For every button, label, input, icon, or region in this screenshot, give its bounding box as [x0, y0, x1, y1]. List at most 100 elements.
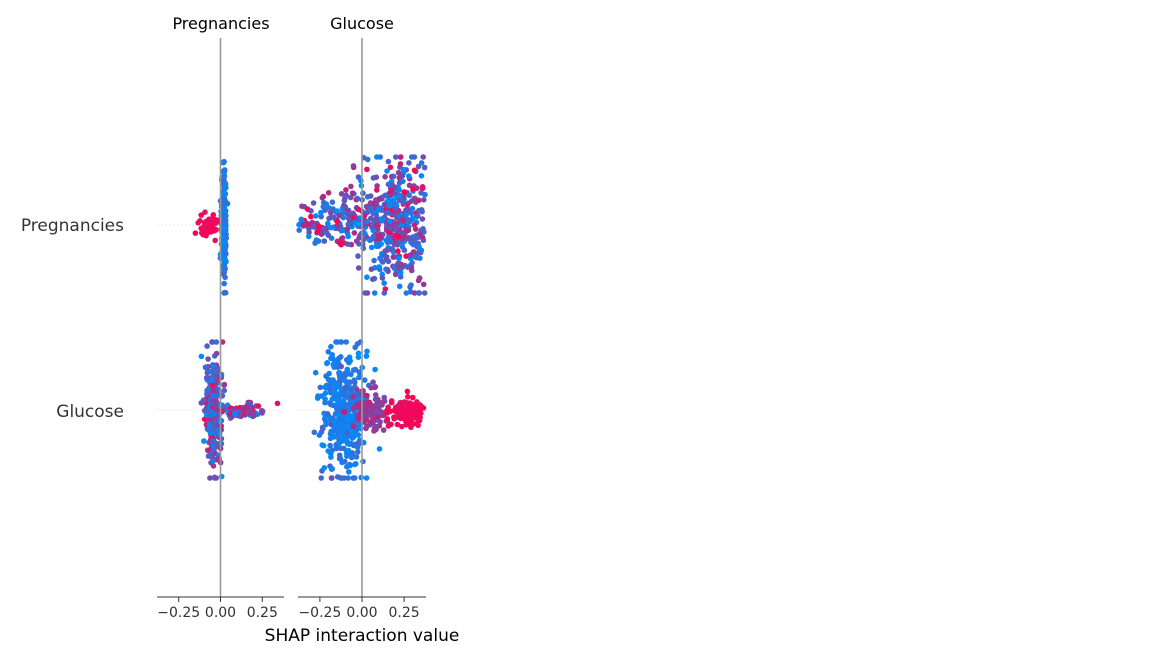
data-point-glucose-glucose — [356, 439, 362, 445]
data-point-glucose-glucose — [338, 339, 345, 345]
data-point-pregnancies-glucose — [364, 290, 371, 296]
data-point-pregnancies-glucose — [364, 166, 370, 173]
data-point-pregnancies-glucose — [386, 246, 392, 253]
data-point-pregnancies-glucose — [392, 271, 399, 278]
data-point-pregnancies-glucose — [315, 238, 322, 244]
data-point-pregnancies-glucose — [399, 173, 406, 179]
data-point-glucose-glucose — [340, 414, 347, 421]
data-point-pregnancies-glucose — [410, 186, 416, 192]
data-point-glucose-glucose — [344, 440, 351, 447]
data-point-pregnancies-glucose — [374, 183, 380, 189]
data-point-glucose-glucose — [323, 373, 329, 379]
data-point-glucose-pregnancies — [221, 381, 228, 388]
data-point-pregnancies-glucose — [411, 290, 418, 296]
data-point-pregnancies-glucose — [416, 197, 422, 204]
data-point-pregnancies-glucose — [347, 194, 354, 201]
data-point-glucose-glucose — [316, 432, 323, 438]
data-point-pregnancies-pregnancies — [220, 159, 227, 166]
data-point-glucose-glucose — [370, 379, 376, 386]
data-point-glucose-pregnancies — [213, 350, 220, 357]
data-point-glucose-pregnancies — [227, 411, 234, 417]
data-point-glucose-glucose — [329, 429, 335, 436]
column-title-glucose: Glucose — [330, 14, 394, 33]
data-point-pregnancies-glucose — [410, 234, 416, 240]
data-point-pregnancies-pregnancies — [220, 200, 226, 207]
data-point-glucose-pregnancies — [236, 413, 243, 419]
data-point-pregnancies-glucose — [356, 221, 363, 227]
data-point-glucose-glucose — [360, 458, 366, 465]
data-point-glucose-glucose — [374, 414, 380, 420]
data-point-glucose-pregnancies — [213, 339, 220, 345]
data-point-glucose-glucose — [329, 466, 336, 472]
data-point-glucose-glucose — [353, 454, 360, 460]
data-point-glucose-glucose — [384, 410, 390, 416]
data-point-pregnancies-glucose — [296, 227, 303, 233]
data-point-pregnancies-glucose — [394, 263, 401, 270]
data-point-pregnancies-glucose — [298, 216, 305, 223]
data-point-pregnancies-glucose — [355, 206, 362, 213]
data-point-glucose-glucose — [361, 377, 368, 383]
data-point-glucose-pregnancies — [218, 371, 225, 378]
data-point-pregnancies-glucose — [419, 216, 426, 222]
data-point-pregnancies-glucose — [387, 164, 394, 171]
data-point-pregnancies-glucose — [343, 192, 349, 199]
data-point-glucose-glucose — [329, 386, 336, 393]
data-point-pregnancies-glucose — [390, 173, 397, 180]
data-point-glucose-glucose — [406, 415, 413, 421]
x-tick-label-glucose: −0.25 — [298, 605, 341, 621]
data-point-pregnancies-glucose — [363, 203, 370, 210]
data-point-glucose-glucose — [363, 353, 370, 359]
data-point-glucose-glucose — [333, 381, 339, 388]
data-point-pregnancies-glucose — [350, 163, 357, 169]
data-point-glucose-glucose — [350, 423, 357, 430]
data-point-pregnancies-glucose — [321, 225, 328, 232]
data-point-pregnancies-glucose — [411, 222, 418, 228]
data-point-glucose-glucose — [388, 421, 394, 428]
data-point-pregnancies-glucose — [338, 235, 345, 242]
data-point-pregnancies-glucose — [385, 258, 392, 265]
data-point-pregnancies-glucose — [412, 253, 419, 260]
data-point-pregnancies-glucose — [416, 275, 423, 282]
data-point-pregnancies-glucose — [376, 264, 383, 270]
data-point-glucose-pregnancies — [250, 413, 257, 419]
data-point-pregnancies-glucose — [403, 290, 410, 296]
data-point-pregnancies-glucose — [354, 195, 361, 202]
data-point-pregnancies-pregnancies — [220, 225, 227, 232]
data-point-pregnancies-pregnancies — [221, 167, 228, 173]
data-point-glucose-pregnancies — [213, 377, 220, 384]
data-point-pregnancies-glucose — [401, 200, 407, 207]
data-point-glucose-glucose — [338, 428, 345, 435]
data-point-glucose-glucose — [334, 398, 341, 404]
data-point-glucose-glucose — [321, 465, 328, 471]
data-point-glucose-glucose — [380, 427, 387, 433]
data-point-pregnancies-glucose — [353, 238, 360, 244]
data-point-glucose-pregnancies — [203, 374, 210, 381]
data-point-pregnancies-glucose — [415, 163, 422, 170]
data-point-pregnancies-glucose — [375, 206, 382, 213]
data-point-pregnancies-glucose — [318, 213, 325, 220]
data-point-pregnancies-glucose — [343, 187, 349, 193]
x-axis-title: SHAP interaction value — [265, 626, 460, 646]
data-point-pregnancies-pregnancies — [195, 220, 201, 226]
data-point-glucose-glucose — [416, 406, 422, 412]
data-point-glucose-glucose — [404, 388, 411, 395]
data-point-pregnancies-glucose — [364, 274, 370, 281]
data-point-pregnancies-glucose — [400, 178, 406, 185]
data-point-pregnancies-glucose — [397, 161, 404, 167]
data-point-glucose-glucose — [367, 419, 374, 426]
data-point-glucose-glucose — [329, 352, 336, 358]
data-point-pregnancies-glucose — [381, 290, 388, 296]
data-point-glucose-glucose — [329, 447, 336, 453]
data-point-glucose-pregnancies — [221, 387, 227, 394]
data-point-glucose-pregnancies — [211, 423, 217, 430]
data-point-pregnancies-glucose — [371, 290, 378, 296]
data-point-pregnancies-glucose — [406, 160, 412, 166]
data-point-pregnancies-glucose — [410, 249, 417, 255]
data-point-pregnancies-glucose — [418, 190, 424, 196]
data-point-pregnancies-glucose — [316, 223, 322, 230]
data-point-pregnancies-pregnancies — [222, 256, 228, 263]
data-point-glucose-pregnancies — [201, 438, 207, 444]
data-point-glucose-glucose — [405, 394, 411, 400]
data-point-pregnancies-glucose — [340, 214, 347, 221]
